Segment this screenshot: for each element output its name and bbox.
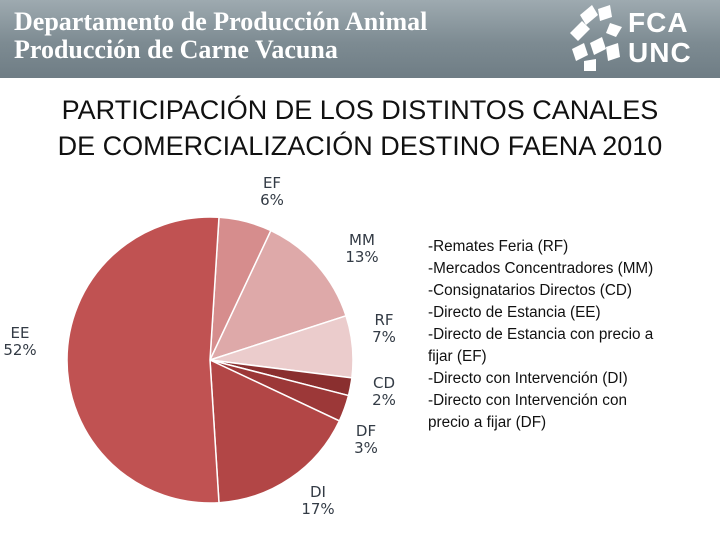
header-title: Departamento de Producción Animal Produc… xyxy=(14,8,427,64)
slice-code-label: RF xyxy=(374,311,393,329)
header-line-2: Producción de Carne Vacuna xyxy=(14,35,338,64)
slice-percent-label: 17% xyxy=(301,500,334,518)
slice-code-label: MM xyxy=(349,231,375,249)
legend-line: fijar (EF) xyxy=(428,348,487,365)
logo-fca-text: FCA xyxy=(628,7,689,38)
slice-percent-label: 13% xyxy=(345,248,378,266)
slice-code-label: EE xyxy=(11,324,30,342)
slice-percent-label: 2% xyxy=(372,391,396,409)
slide-title: PARTICIPACIÓN DE LOS DISTINTOS CANALES D… xyxy=(0,92,720,164)
slice-code-label: DI xyxy=(310,483,326,501)
slide-title-line-1: PARTICIPACIÓN DE LOS DISTINTOS CANALES xyxy=(61,95,659,125)
header-line-1: Departamento de Producción Animal xyxy=(14,7,428,36)
slice-code-label: DF xyxy=(356,422,376,440)
slice-code-label: EF xyxy=(263,174,281,192)
legend-line: precio a fijar (DF) xyxy=(428,414,547,431)
logo-text: FCA UNC xyxy=(628,8,692,68)
legend-line: -Directo de Estancia con precio a xyxy=(428,326,654,343)
legend-line: -Directo con Intervención (DI) xyxy=(428,370,628,387)
chart-legend: -Remates Feria (RF) -Mercados Concentrado… xyxy=(428,236,713,434)
slice-percent-label: 6% xyxy=(260,191,284,209)
legend-line: -Directo con Intervención con xyxy=(428,392,627,409)
pie-slice-ee xyxy=(66,216,220,504)
slice-percent-label: 7% xyxy=(372,328,396,346)
slice-code-label: CD xyxy=(373,374,395,392)
fca-emblem-icon xyxy=(570,5,622,71)
legend-line: -Consignatarios Directos (CD) xyxy=(428,282,633,299)
legend-line: -Mercados Concentradores (MM) xyxy=(428,260,654,277)
slide-title-line-2: DE COMERCIALIZACIÓN DESTINO FAENA 2010 xyxy=(57,131,663,161)
legend-line: -Remates Feria (RF) xyxy=(428,238,569,255)
legend-line: -Directo de Estancia (EE) xyxy=(428,304,601,321)
pie-slice-di xyxy=(209,358,341,504)
slice-percent-label: 3% xyxy=(354,439,378,457)
logo-unc-text: UNC xyxy=(628,37,692,68)
pie-slice-mm xyxy=(208,229,347,362)
slide-header: Departamento de Producción Animal Produc… xyxy=(0,0,720,78)
slice-percent-label: 52% xyxy=(3,341,36,359)
fca-unc-logo: FCA UNC xyxy=(566,3,716,73)
